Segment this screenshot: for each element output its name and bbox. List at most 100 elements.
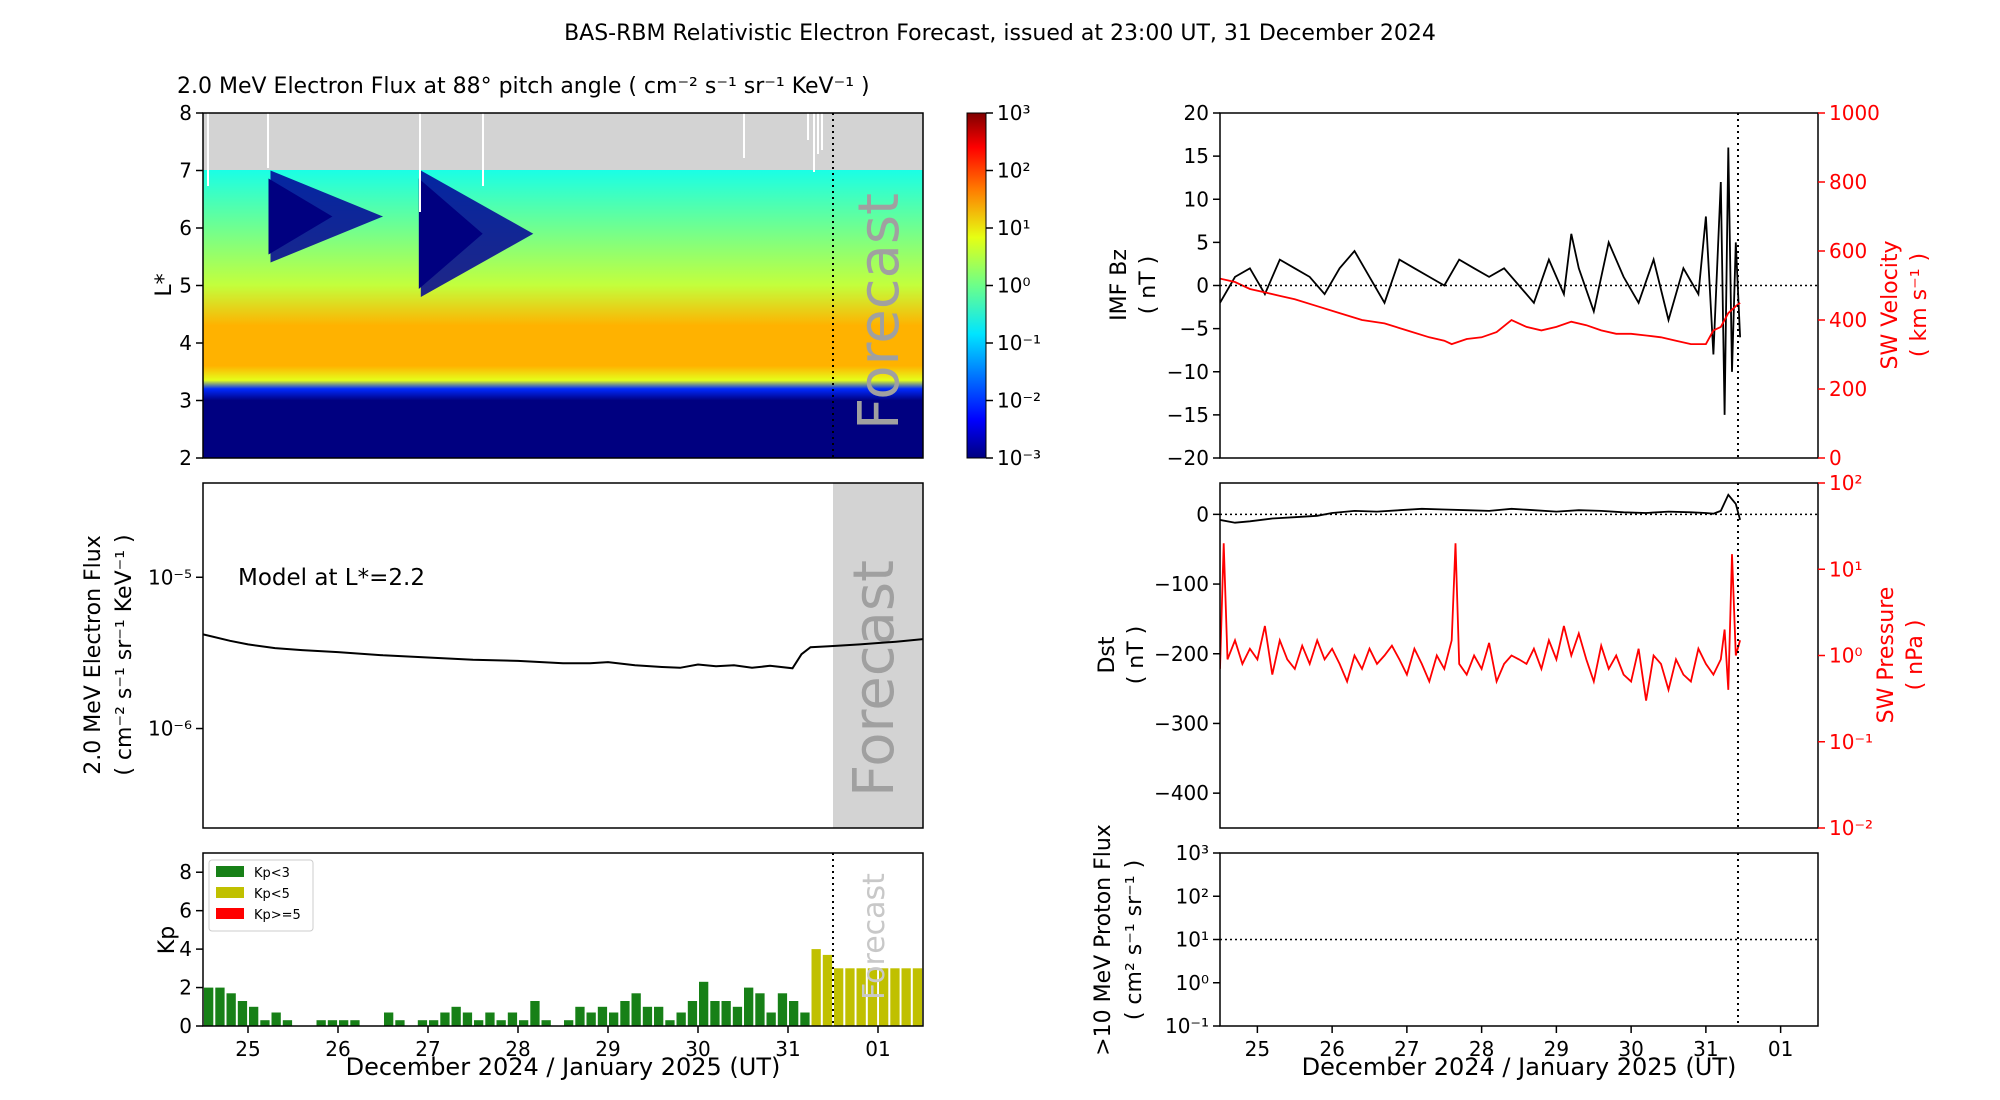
kp-bar bbox=[845, 968, 855, 1026]
kp-bar bbox=[789, 1001, 799, 1026]
kp-bar bbox=[811, 949, 821, 1026]
flux-map-y-tick-label: 7 bbox=[179, 159, 192, 183]
dst-y-tick-label: −400 bbox=[1154, 781, 1209, 805]
kp-bar bbox=[204, 987, 214, 1026]
kp-legend-swatch-mid bbox=[216, 887, 244, 898]
kp-y-ticks: 0 2 4 6 8 bbox=[179, 860, 203, 1038]
kp-forecast-label: Forecast bbox=[857, 873, 892, 1000]
imf-y-tick-label: −20 bbox=[1167, 446, 1209, 470]
kp-bar bbox=[867, 968, 878, 1026]
kp-bar bbox=[901, 968, 911, 1026]
kp-bar bbox=[350, 1020, 360, 1026]
flux-map-dropout-core bbox=[268, 178, 333, 255]
proton-x-tick-label: 31 bbox=[1693, 1037, 1718, 1061]
sw-velocity-y-tick-label: 800 bbox=[1829, 170, 1867, 194]
imf-y-tick-label: 15 bbox=[1184, 144, 1209, 168]
flux-map-y-tick-label: 6 bbox=[179, 216, 192, 240]
flux-map-dropout-core bbox=[418, 178, 483, 289]
flux-map-forecast-label: Forecast bbox=[847, 193, 912, 430]
model-flux-panel: Forecast Model at L*=2.2 10⁻⁵ 10⁻⁶ 2.0 Me… bbox=[81, 482, 924, 829]
kp-bar bbox=[237, 1001, 248, 1026]
kp-bars bbox=[204, 949, 923, 1026]
sw-velocity-y-tick-label: 600 bbox=[1829, 239, 1867, 263]
kp-bar bbox=[834, 968, 844, 1026]
kp-bar bbox=[912, 968, 923, 1026]
kp-bar bbox=[440, 1012, 450, 1026]
kp-x-tick-label: 28 bbox=[505, 1037, 530, 1061]
flux-map-fill-above bbox=[203, 113, 923, 171]
flux-map-y-ticks: 2 3 4 5 6 7 8 bbox=[179, 101, 203, 470]
proton-y-ticks: 10³ 10² 10¹ 10⁰ 10⁻¹ bbox=[1165, 841, 1220, 1038]
kp-bar bbox=[384, 1012, 394, 1026]
sw-pressure-ylabel-units: ( nPa ) bbox=[1903, 620, 1928, 691]
sw-pressure-y-tick-label: 10⁰ bbox=[1829, 644, 1862, 668]
kp-bar bbox=[215, 987, 225, 1026]
imf-y-tick-label: 20 bbox=[1184, 101, 1209, 125]
proton-x-tick-label: 01 bbox=[1768, 1037, 1793, 1061]
proton-y-tick-label: 10³ bbox=[1176, 841, 1209, 865]
model-flux-ylabel-units: ( cm⁻² s⁻¹ sr⁻¹ KeV⁻¹ ) bbox=[112, 534, 137, 775]
kp-bar bbox=[890, 968, 900, 1026]
colorbar-tick-label: 10⁻² bbox=[997, 389, 1041, 413]
imf-y-tick-label: −5 bbox=[1180, 317, 1209, 341]
flux-map-colorbar: 10⁻³ 10⁻² 10⁻¹ 10⁰ 10¹ 10² 10³ bbox=[966, 101, 1041, 470]
kp-bar bbox=[766, 1012, 776, 1026]
colorbar-ticks: 10⁻³ 10⁻² 10⁻¹ 10⁰ 10¹ 10² 10³ bbox=[986, 101, 1041, 470]
sw-pressure-ylabel: SW Pressure bbox=[1874, 587, 1899, 724]
kp-x-tick-label: 27 bbox=[415, 1037, 440, 1061]
kp-bar bbox=[665, 1020, 675, 1026]
flux-map-data-gaps bbox=[207, 113, 823, 212]
kp-panel: Forecast 0 2 4 6 8 25 26 27 28 29 30 31 01 Kp Decem… bbox=[155, 852, 924, 1081]
dst-y-tick-label: −200 bbox=[1154, 642, 1209, 666]
proton-x-tick-label: 27 bbox=[1394, 1037, 1419, 1061]
sw-velocity-y-tick-label: 200 bbox=[1829, 377, 1867, 401]
kp-bar bbox=[316, 1020, 326, 1026]
flux-map-y-tick-label: 4 bbox=[179, 331, 192, 355]
kp-legend-label-low: Kp<3 bbox=[254, 866, 290, 881]
kp-x-ticks: 25 26 27 28 29 30 31 01 bbox=[235, 1026, 891, 1061]
sw-velocity-y-tick-label: 0 bbox=[1829, 446, 1842, 470]
proton-ylabel-units: ( cm² s⁻¹ sr⁻¹ ) bbox=[1122, 860, 1147, 1020]
colorbar-tick-label: 10⁰ bbox=[997, 274, 1030, 298]
model-flux-y-ticks: 10⁻⁵ 10⁻⁶ bbox=[148, 565, 203, 741]
flux-map-y-tick-label: 3 bbox=[179, 389, 192, 413]
proton-frame bbox=[1219, 852, 1819, 1027]
kp-bar bbox=[339, 1020, 349, 1026]
sw-velocity-line bbox=[1220, 277, 1741, 346]
kp-bar bbox=[856, 968, 866, 1026]
kp-bar bbox=[260, 1020, 270, 1026]
proton-y-tick-label: 10⁰ bbox=[1176, 971, 1209, 995]
kp-bar bbox=[631, 993, 641, 1026]
figure-title: BAS-RBM Relativistic Electron Forecast, … bbox=[564, 21, 1436, 46]
model-flux-forecast-label: Forecast bbox=[842, 560, 907, 797]
proton-y-tick-label: 10⁻¹ bbox=[1165, 1014, 1209, 1038]
sw-pressure-y-ticks: 10² 10¹ 10⁰ 10⁻¹ 10⁻² bbox=[1818, 471, 1873, 840]
kp-bar bbox=[654, 1006, 664, 1026]
kp-bar bbox=[496, 1020, 506, 1026]
imf-panel: 20 15 10 5 0 −5 −10 −15 −20 1000 800 600 400 200 0 IM… bbox=[1107, 101, 1932, 470]
kp-bar bbox=[474, 1020, 484, 1026]
sw-velocity-ylabel-units: ( km s⁻¹ ) bbox=[1907, 253, 1932, 357]
proton-x-tick-label: 25 bbox=[1245, 1037, 1270, 1061]
kp-x-tick-label: 25 bbox=[235, 1037, 260, 1061]
kp-bar bbox=[485, 1012, 495, 1026]
kp-legend-label-high: Kp>=5 bbox=[254, 908, 301, 923]
kp-bar bbox=[541, 1020, 551, 1026]
flux-map-y-tick-label: 5 bbox=[179, 274, 192, 298]
dst-ylabel: Dst bbox=[1095, 636, 1120, 673]
dst-frame bbox=[1219, 482, 1819, 829]
kp-bar bbox=[271, 1012, 281, 1026]
kp-bar bbox=[530, 1001, 540, 1026]
kp-bar bbox=[642, 1006, 653, 1026]
kp-bar bbox=[800, 1012, 810, 1026]
sw-pressure-line bbox=[1220, 543, 1741, 701]
kp-bar bbox=[507, 1012, 518, 1026]
proton-x-tick-label: 26 bbox=[1319, 1037, 1344, 1061]
kp-bar bbox=[575, 1006, 585, 1026]
kp-y-tick-label: 2 bbox=[179, 976, 192, 1000]
imf-y-tick-label: −15 bbox=[1167, 403, 1209, 427]
kp-bar bbox=[822, 954, 833, 1026]
imf-y-tick-label: −10 bbox=[1167, 360, 1209, 384]
proton-panel: 10³ 10² 10¹ 10⁰ 10⁻¹ 25 26 27 28 29 30 31 01 >10 Me… bbox=[1091, 824, 1819, 1081]
